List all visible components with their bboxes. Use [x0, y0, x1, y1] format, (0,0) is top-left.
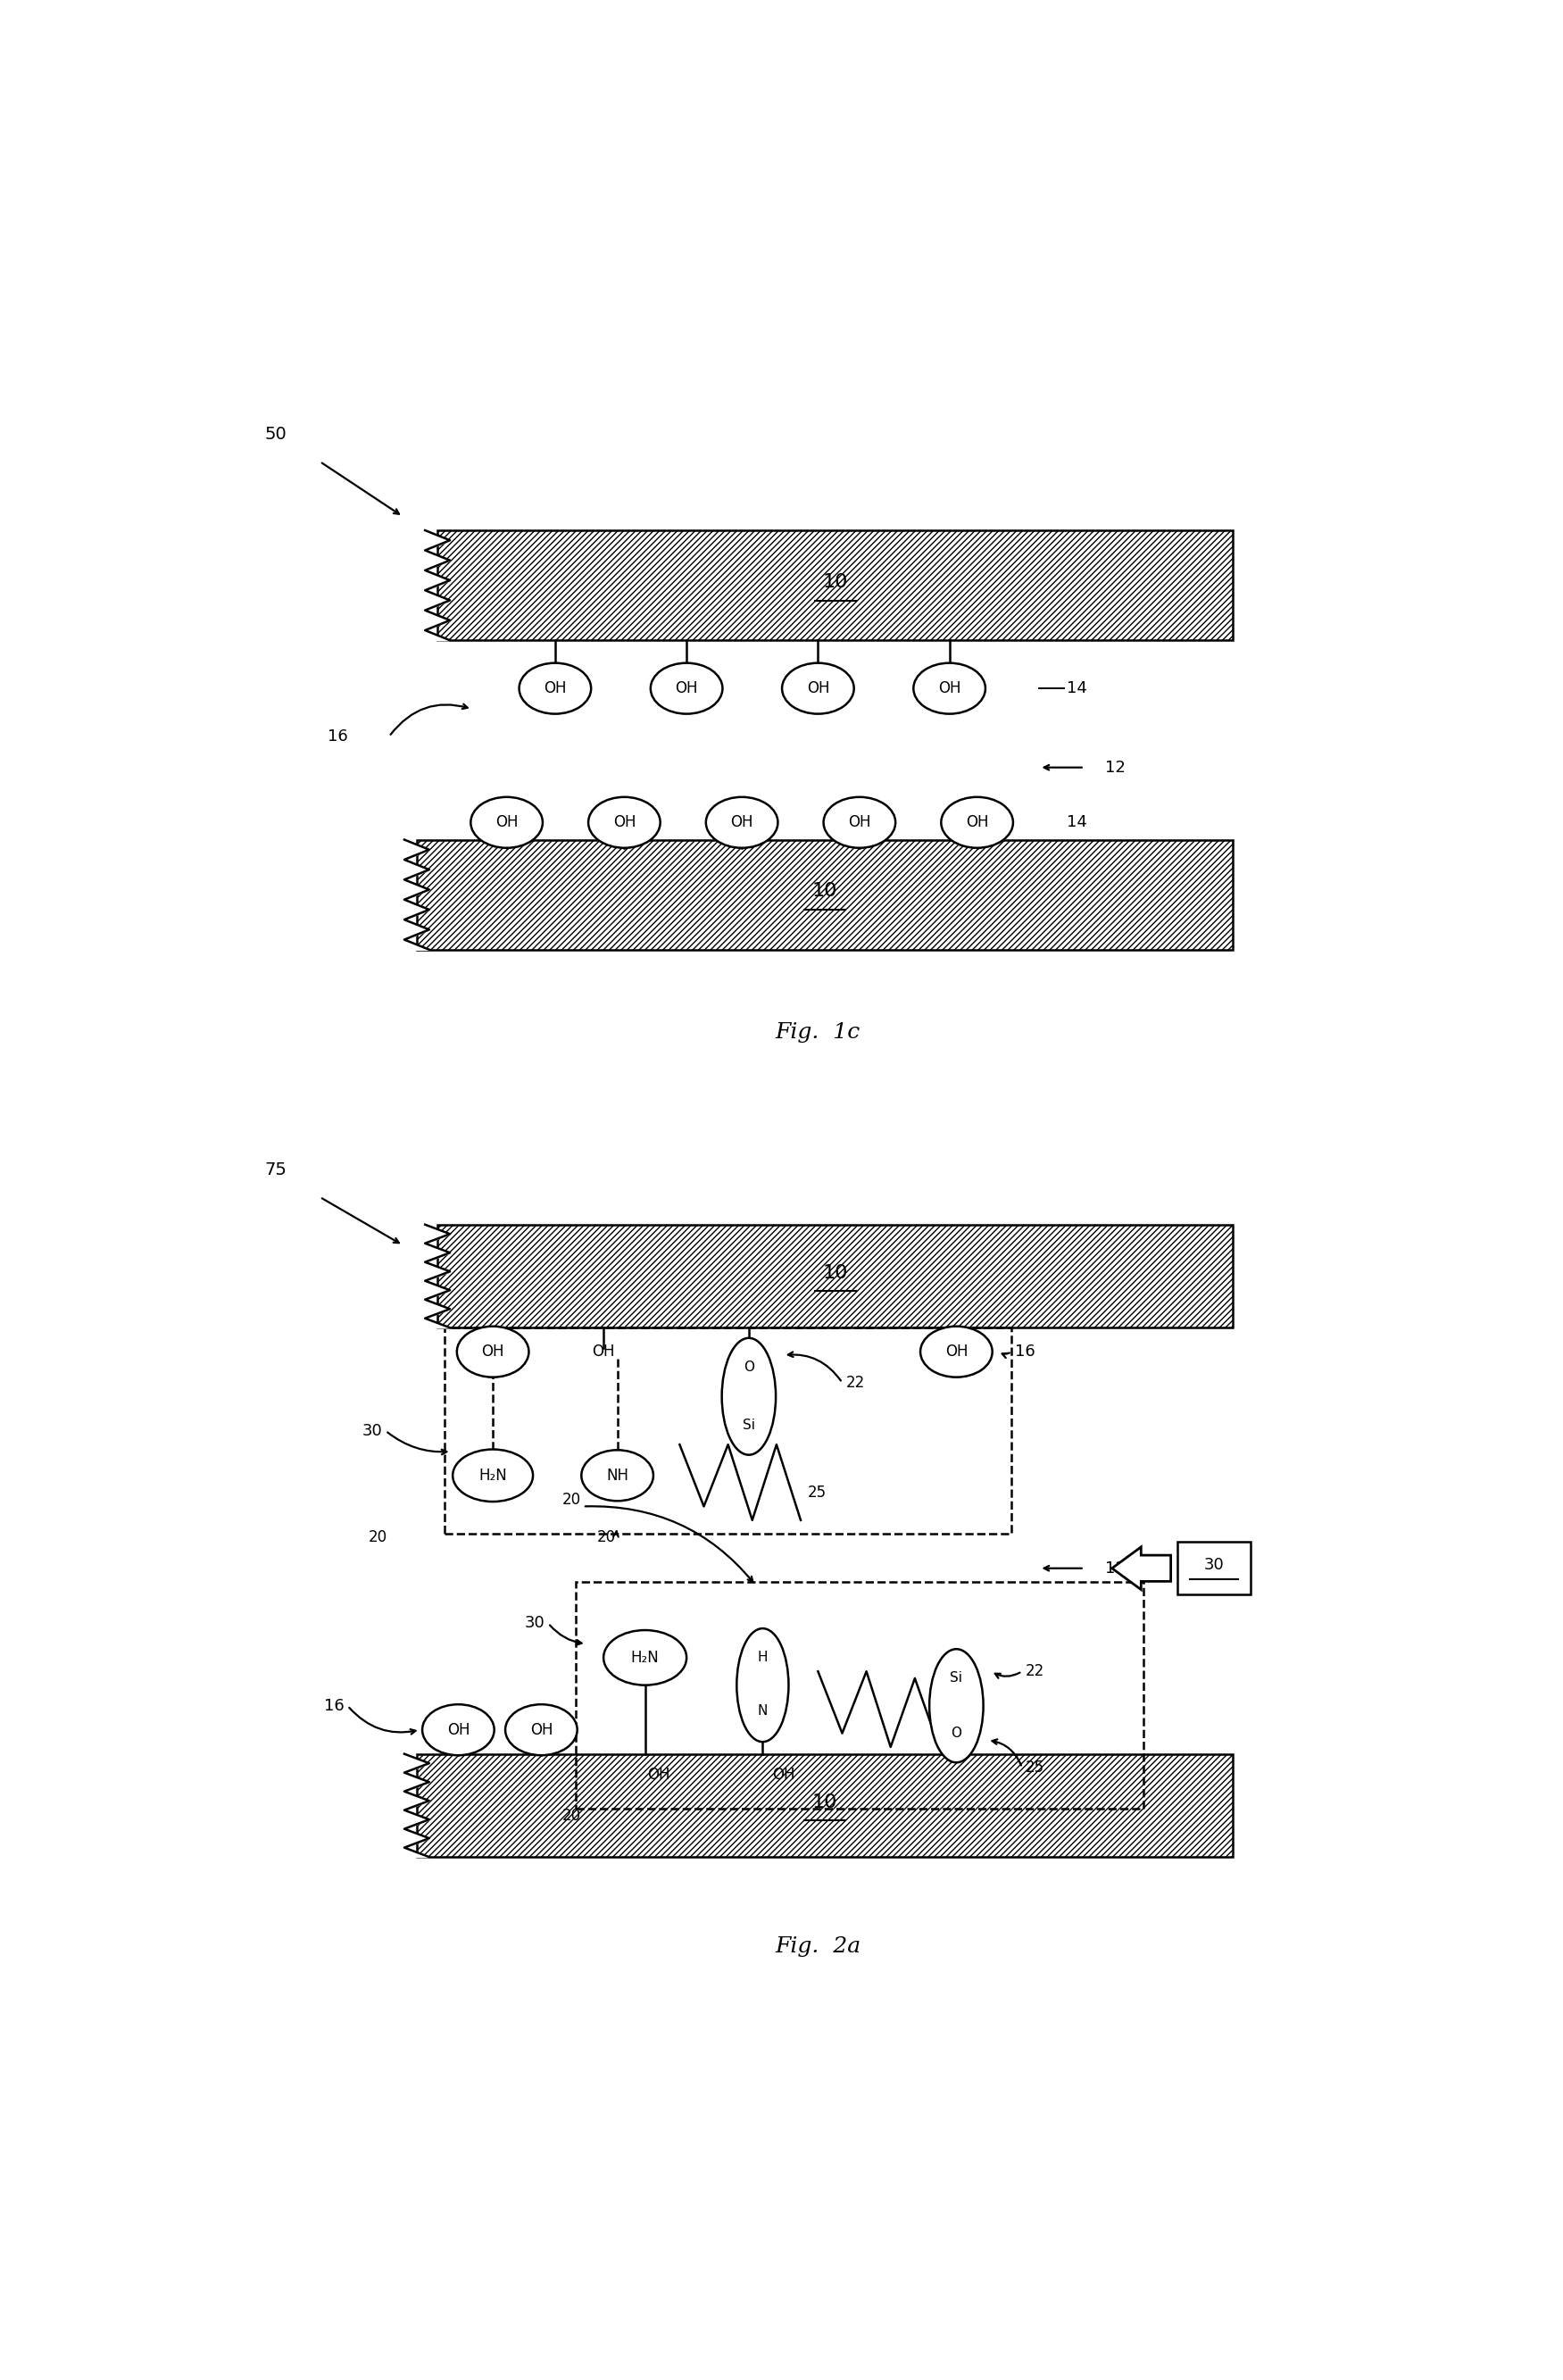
Text: OH: OH: [946, 1345, 967, 1359]
Text: H₂N: H₂N: [478, 1468, 506, 1483]
Text: 10: 10: [822, 574, 849, 590]
Text: 10: 10: [822, 1264, 849, 1280]
Text: N: N: [758, 1704, 767, 1718]
Text: Si: Si: [950, 1671, 963, 1685]
Ellipse shape: [824, 797, 896, 847]
Text: 12: 12: [1105, 759, 1125, 776]
Text: 22: 22: [1025, 1664, 1044, 1680]
Text: 10: 10: [813, 883, 838, 900]
Bar: [438, 531, 1233, 640]
Ellipse shape: [422, 1704, 494, 1756]
Text: 16: 16: [327, 728, 347, 745]
Text: 16: 16: [1014, 1345, 1035, 1359]
Text: 20: 20: [563, 1809, 581, 1823]
Bar: [444, 1328, 1011, 1535]
Text: OH: OH: [647, 1766, 671, 1783]
Text: 25: 25: [1025, 1759, 1044, 1775]
Text: OH: OH: [613, 814, 636, 831]
Text: OH: OH: [675, 681, 699, 697]
Text: OH: OH: [495, 814, 517, 831]
Text: 20: 20: [563, 1492, 581, 1507]
Text: 16: 16: [324, 1697, 344, 1714]
Ellipse shape: [519, 664, 591, 714]
FancyArrow shape: [1111, 1547, 1171, 1590]
Text: 30: 30: [525, 1616, 545, 1630]
Text: 20: 20: [369, 1530, 388, 1545]
Text: 75: 75: [264, 1161, 286, 1178]
Text: OH: OH: [849, 814, 871, 831]
Ellipse shape: [913, 664, 985, 714]
Text: OH: OH: [730, 814, 753, 831]
Text: OH: OH: [530, 1721, 553, 1737]
Text: OH: OH: [966, 814, 988, 831]
Text: Fig.  2a: Fig. 2a: [775, 1935, 861, 1956]
Text: 14: 14: [1068, 814, 1088, 831]
Ellipse shape: [941, 797, 1013, 847]
Ellipse shape: [921, 1326, 993, 1378]
Ellipse shape: [456, 1326, 528, 1378]
Text: OH: OH: [807, 681, 830, 697]
Text: NH: NH: [606, 1468, 628, 1483]
Bar: [417, 1754, 1233, 1856]
Text: 14: 14: [1068, 681, 1088, 697]
Text: OH: OH: [481, 1345, 505, 1359]
Text: OH: OH: [447, 1721, 469, 1737]
Ellipse shape: [470, 797, 542, 847]
Bar: [438, 1226, 1233, 1328]
Ellipse shape: [505, 1704, 577, 1756]
Ellipse shape: [736, 1628, 789, 1742]
Bar: [575, 1583, 1143, 1809]
Text: 50: 50: [264, 426, 286, 443]
Text: Fig.  1c: Fig. 1c: [775, 1021, 861, 1042]
Bar: [417, 840, 1233, 950]
Ellipse shape: [706, 797, 778, 847]
Text: OH: OH: [592, 1345, 614, 1359]
Text: 30: 30: [363, 1423, 383, 1440]
Text: O: O: [744, 1361, 755, 1373]
Text: 30: 30: [1204, 1557, 1224, 1573]
Text: 20: 20: [597, 1530, 616, 1545]
Text: Si: Si: [742, 1418, 755, 1433]
Ellipse shape: [603, 1630, 686, 1685]
Ellipse shape: [453, 1449, 533, 1502]
Text: OH: OH: [544, 681, 566, 697]
Ellipse shape: [930, 1649, 983, 1764]
Ellipse shape: [782, 664, 853, 714]
Text: H: H: [758, 1652, 767, 1664]
Text: OH: OH: [772, 1766, 794, 1783]
Text: 25: 25: [808, 1485, 827, 1502]
Text: O: O: [950, 1725, 961, 1740]
Ellipse shape: [650, 664, 722, 714]
Ellipse shape: [722, 1338, 775, 1454]
Text: OH: OH: [938, 681, 961, 697]
Text: 10: 10: [813, 1792, 838, 1811]
Text: 22: 22: [846, 1376, 864, 1390]
Ellipse shape: [581, 1449, 653, 1502]
Text: 12: 12: [1105, 1561, 1125, 1576]
Bar: [1177, 1542, 1250, 1595]
Ellipse shape: [588, 797, 660, 847]
Text: H₂N: H₂N: [631, 1649, 660, 1666]
